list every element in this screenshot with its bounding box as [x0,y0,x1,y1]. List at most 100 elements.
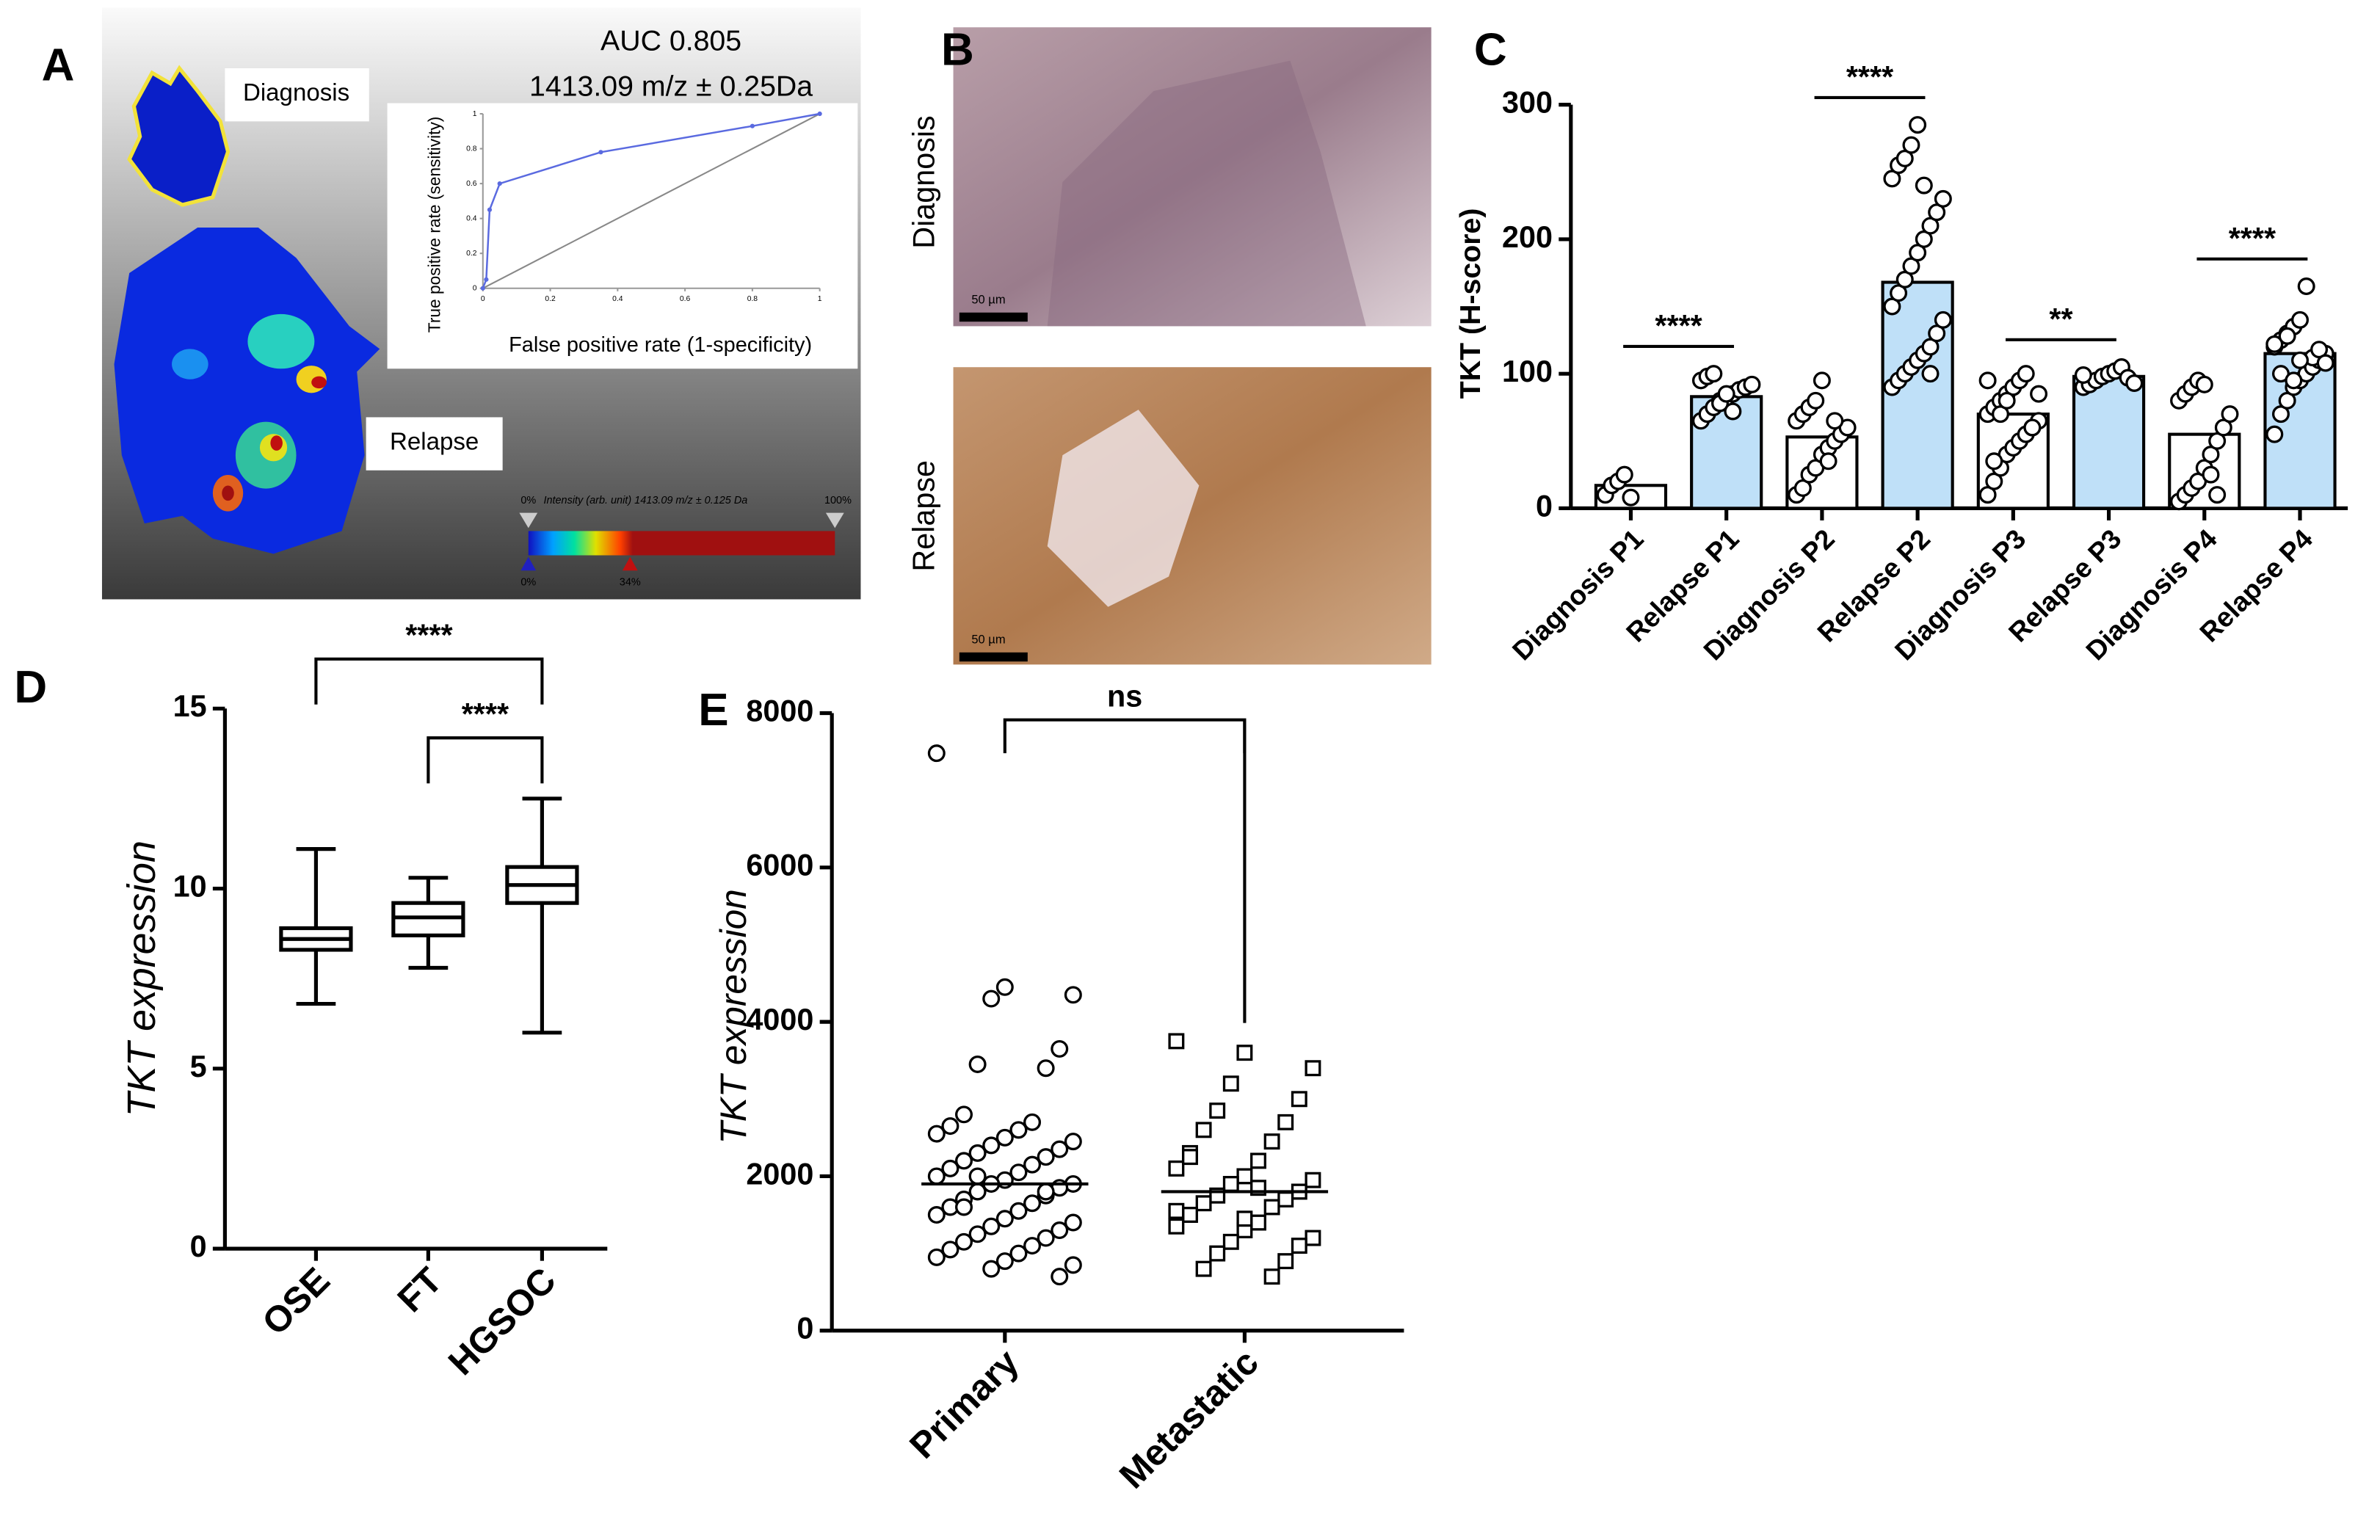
y-tick-label: 1 [473,110,477,118]
data-point [1037,1148,1055,1166]
data-point [968,1167,987,1185]
data-point [927,1248,946,1266]
data-point [1236,1168,1253,1185]
chart-subtitle: 1413.09 m/z ± 0.25Da [529,70,813,102]
data-point [1222,1175,1239,1192]
data-point [2221,405,2239,424]
data-point [968,1225,987,1243]
data-point [1182,1149,1198,1166]
y-tick-label: 0.6 [466,180,477,188]
image-label: Relapse [907,460,940,572]
data-point [1277,1191,1294,1207]
data-point [1934,189,1952,208]
roc-point [817,111,822,117]
colorbar-title: Intensity (arb. unit) 1413.09 m/z ± 0.12… [543,495,747,506]
data-point [1222,1075,1239,1092]
y-tick-label: 5 [190,1050,207,1083]
x-tick-label: FT [389,1260,449,1320]
data-point [1826,412,1844,430]
data-point [1037,1229,1055,1247]
panel-letter: C [1474,25,1507,76]
data-point [1023,1194,1042,1213]
data-point [1009,1163,1028,1182]
y-tick-label: 100 [1502,355,1553,388]
data-point [1305,1230,1321,1246]
x-tick-label: 0 [481,295,485,303]
data-point [995,1128,1014,1147]
chart-title: AUC 0.805 [601,24,741,57]
panel-letter: A [42,40,75,90]
data-point [1291,1091,1307,1108]
panel-letter: B [941,25,974,76]
data-point [927,1125,946,1143]
y-tick-label: 4000 [746,1003,813,1036]
data-point [1813,371,1831,390]
image-label: Diagnosis [907,115,940,248]
data-point [2125,374,2144,392]
data-point [1291,1238,1307,1254]
y-tick-label: 0.4 [466,214,477,222]
data-point [2316,354,2334,372]
data-point [1023,1113,1042,1131]
data-point [941,1241,959,1259]
data-point [982,1136,1001,1155]
data-point [968,1055,987,1073]
colorbar-marker [622,556,638,571]
histology-image [953,367,1432,665]
data-point [941,1117,959,1136]
data-point [2074,366,2092,384]
tissue-relapse [114,228,380,554]
x-tick-label: OSE [254,1260,338,1343]
region-label: Relapse [390,428,479,455]
data-point [1037,1059,1055,1078]
data-point [1250,1152,1266,1169]
data-point [1978,371,1997,390]
data-point [982,1260,1001,1278]
data-point [1236,1045,1253,1061]
data-point [1277,1253,1294,1270]
x-tick-label: Metastatic [1111,1341,1266,1496]
y-tick-label: 6000 [746,849,813,882]
data-point [1743,375,1761,393]
colorbar-marker [519,512,538,529]
significance-bracket [314,657,544,705]
data-point [2291,310,2309,329]
panel-letter: E [698,685,728,736]
data-point [1009,1121,1028,1139]
data-point [2278,327,2296,345]
data-point [955,1105,973,1124]
y-tick-label: 200 [1502,220,1553,254]
y-tick-label: 0 [797,1312,813,1345]
data-point [2017,365,2035,383]
colorbar [528,531,835,556]
colorbar-label: 100% [824,495,852,506]
data-point [1051,1221,1069,1240]
data-point [1168,1218,1185,1235]
data-point [1051,1268,1069,1286]
data-point [1009,1244,1028,1263]
x-axis-label: False positive rate (1-specificity) [509,333,812,357]
y-tick-label: 0.8 [466,145,477,153]
data-point [1168,1033,1185,1050]
y-axis-label: TKT expression [713,889,754,1144]
data-point [1622,488,1640,506]
significance-bracket [427,736,544,784]
y-axis-label: TKT expression [120,840,164,1116]
significance-label: **** [2229,222,2276,255]
data-point [1064,986,1082,1004]
y-tick-label: 15 [173,689,207,723]
x-tick-label: HGSOC [440,1260,564,1383]
x-tick-label: Diagnosis P1 [1506,523,1650,667]
x-tick-label: 1 [818,295,822,303]
data-point [2297,277,2315,296]
data-point [1250,1214,1266,1231]
data-point [1037,1183,1055,1201]
label-box [225,68,369,122]
y-tick-label: 0 [1536,489,1553,523]
data-point [1064,1133,1082,1151]
data-point [995,1252,1014,1271]
roc-point [497,181,502,186]
data-point [2023,418,2042,437]
data-point [1236,1210,1253,1227]
